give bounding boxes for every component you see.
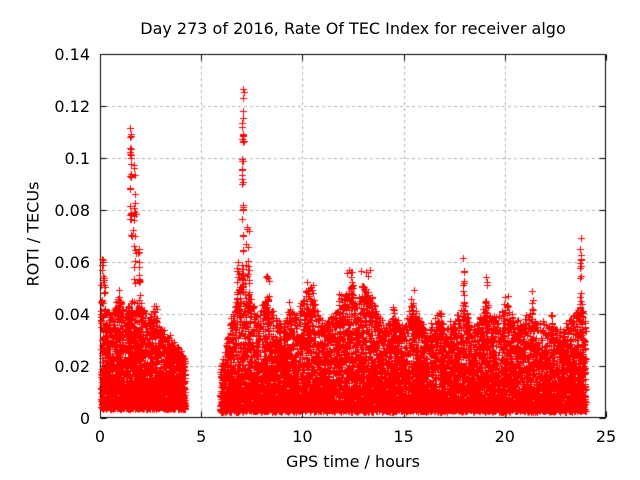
x-tick-label-0: 0 [94,427,106,446]
chart-title: Day 273 of 2016, Rate Of TEC Index for r… [140,19,566,38]
x-axis-label: GPS time / hours [286,452,420,471]
x-tick-label-15: 15 [393,427,414,446]
y-tick-label-01: 0.1 [64,149,90,168]
x-tick-label-5: 5 [196,427,207,446]
y-tick-label-014: 0.14 [54,45,90,64]
y-tick-label-0: 0 [79,409,90,428]
y-tick-label-012: 0.12 [54,97,90,116]
y-tick-label-004: 0.04 [54,305,90,324]
x-tick-label-10: 10 [292,427,313,446]
y-tick-label-006: 0.06 [54,253,90,272]
x-tick-label-20: 20 [494,427,515,446]
x-tick-label-25: 25 [595,427,617,446]
y-tick-label-008: 0.08 [54,201,90,220]
y-tick-label-002: 0.02 [54,357,90,376]
